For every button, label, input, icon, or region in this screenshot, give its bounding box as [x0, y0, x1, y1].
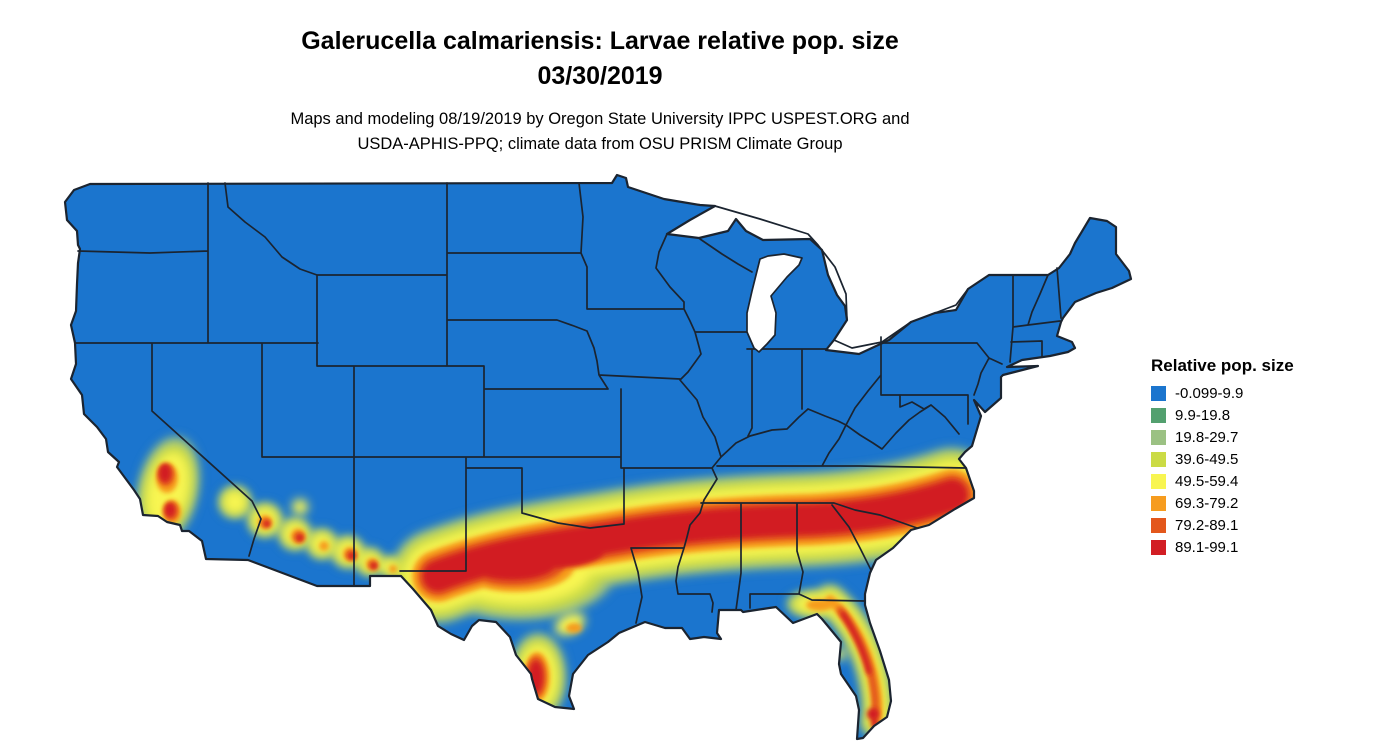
legend-item: 49.5-59.4	[1151, 473, 1294, 490]
legend-items: -0.099-9.9 9.9-19.8 19.8-29.7 39.6-49.5 49.5…	[1151, 385, 1294, 556]
legend-swatch	[1151, 430, 1166, 445]
legend-label: 89.1-99.1	[1175, 539, 1239, 556]
legend-swatch	[1151, 474, 1166, 489]
lake-michigan	[746, 253, 803, 353]
legend-label: 39.6-49.5	[1175, 451, 1239, 468]
legend-swatch	[1151, 540, 1166, 555]
map-subtitle-line1: Maps and modeling 08/19/2019 by Oregon S…	[290, 110, 910, 128]
legend-swatch	[1151, 408, 1166, 423]
legend: Relative pop. size -0.099-9.9 9.9-19.8 19.…	[1151, 356, 1294, 561]
legend-label: 79.2-89.1	[1175, 517, 1239, 534]
legend-label: 9.9-19.8	[1175, 407, 1231, 424]
legend-item: 9.9-19.8	[1151, 407, 1294, 424]
legend-swatch	[1151, 518, 1166, 533]
legend-swatch	[1151, 452, 1166, 467]
legend-item: 69.3-79.2	[1151, 495, 1294, 512]
legend-title: Relative pop. size	[1151, 356, 1294, 375]
legend-item: 19.8-29.7	[1151, 429, 1294, 446]
map-title-date: 03/30/2019	[537, 62, 663, 90]
legend-label: 69.3-79.2	[1175, 495, 1239, 512]
map-subtitle-line2: USDA-APHIS-PPQ; climate data from OSU PR…	[357, 135, 843, 153]
legend-item: 89.1-99.1	[1151, 539, 1294, 556]
map-title: Galerucella calmariensis: Larvae relativ…	[301, 27, 899, 55]
title-block: Galerucella calmariensis: Larvae relativ…	[0, 24, 1200, 157]
legend-swatch	[1151, 496, 1166, 511]
us-map	[63, 173, 1133, 741]
legend-item: 79.2-89.1	[1151, 517, 1294, 534]
legend-item: 39.6-49.5	[1151, 451, 1294, 468]
legend-label: -0.099-9.9	[1175, 385, 1244, 402]
legend-item: -0.099-9.9	[1151, 385, 1294, 402]
legend-swatch	[1151, 386, 1166, 401]
legend-label: 49.5-59.4	[1175, 473, 1239, 490]
legend-label: 19.8-29.7	[1175, 429, 1239, 446]
